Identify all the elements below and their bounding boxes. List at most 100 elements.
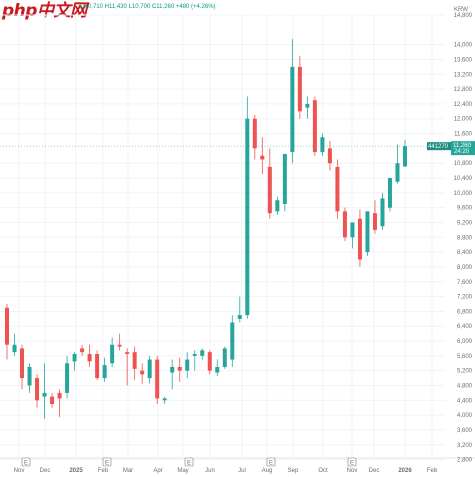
candle-up[interactable]: [170, 359, 175, 390]
candle-down[interactable]: [207, 350, 212, 375]
y-tick-label: 14,800: [454, 13, 473, 19]
x-tick-label: Dec: [40, 468, 51, 474]
y-tick-label: 12,000: [454, 117, 473, 123]
candle-down[interactable]: [267, 148, 272, 219]
x-tick-label: Mar: [123, 468, 133, 474]
ohlc-legend: O10,710 H11,430 L10,700 C11,260 +480 (+4…: [80, 4, 216, 10]
y-tick-label: 6,800: [457, 309, 473, 315]
candle-up[interactable]: [290, 39, 295, 164]
candle-down[interactable]: [80, 344, 85, 356]
candle-down[interactable]: [57, 389, 62, 417]
candle-up[interactable]: [365, 211, 370, 256]
candle-body: [342, 211, 347, 238]
candle-up[interactable]: [72, 352, 77, 371]
candle-down[interactable]: [5, 303, 9, 360]
y-tick-label: 10,800: [454, 161, 473, 167]
event-marker[interactable]: [266, 457, 276, 467]
candle-down[interactable]: [117, 333, 122, 351]
candle-up[interactable]: [12, 333, 17, 356]
candle-up[interactable]: [200, 348, 205, 360]
currency-label: KRW: [454, 7, 468, 13]
candle-down[interactable]: [20, 344, 25, 390]
candle-body: [357, 218, 362, 260]
candle-body: [170, 366, 175, 373]
candle-up[interactable]: [222, 346, 227, 369]
candle-body: [260, 155, 265, 160]
candle-up[interactable]: [387, 178, 392, 212]
candle-down[interactable]: [357, 209, 362, 267]
candle-down[interactable]: [87, 344, 92, 367]
y-tick-label: 13,600: [454, 57, 473, 63]
candle-up[interactable]: [230, 315, 235, 367]
candle-up[interactable]: [275, 196, 280, 216]
candle-down[interactable]: [140, 363, 145, 384]
candle-body: [102, 365, 107, 379]
x-tick-label: Jul: [238, 468, 246, 474]
candle-up[interactable]: [215, 359, 220, 377]
y-tick-label: 6,000: [457, 339, 473, 345]
candle-up[interactable]: [350, 222, 355, 249]
event-marker[interactable]: [184, 457, 194, 467]
candle-down[interactable]: [252, 115, 257, 160]
candle-down[interactable]: [50, 392, 55, 408]
candle-down[interactable]: [155, 355, 160, 405]
candle-body: [5, 307, 9, 345]
candle-body: [155, 359, 160, 399]
event-marker-label: E: [24, 461, 28, 467]
candlestick-series: [5, 39, 407, 419]
candle-body: [320, 137, 325, 153]
candle-body: [290, 66, 295, 153]
candle-up[interactable]: [395, 144, 400, 184]
candle-up[interactable]: [65, 355, 70, 399]
candle-down[interactable]: [95, 350, 100, 380]
candle-down[interactable]: [260, 137, 265, 175]
candle-up[interactable]: [42, 363, 47, 419]
y-axis: 14,800 14,000 13,600 13,200 12,800 12,400 12,0…: [454, 13, 473, 464]
candle-up[interactable]: [282, 153, 287, 212]
candle-up[interactable]: [245, 96, 250, 319]
candle-body: [297, 66, 302, 112]
y-tick-label: 4,000: [457, 413, 473, 419]
symbol-badge: [427, 142, 451, 151]
candle-down[interactable]: [132, 346, 137, 380]
candle-body: [252, 118, 257, 149]
candle-up[interactable]: [192, 350, 197, 371]
x-tick-label: Nov: [347, 468, 358, 474]
candle-down[interactable]: [125, 348, 130, 386]
candle-body: [87, 354, 92, 362]
candle-down[interactable]: [342, 207, 347, 241]
candle-body: [50, 396, 55, 405]
candle-up[interactable]: [320, 133, 325, 156]
candle-down[interactable]: [327, 140, 332, 171]
y-tick-label: 8,000: [457, 265, 473, 271]
candle-down[interactable]: [177, 357, 182, 382]
candle-up[interactable]: [185, 352, 190, 379]
candle-body: [125, 352, 130, 354]
y-tick-label: 8,400: [457, 250, 473, 256]
y-tick-label: 14,000: [454, 43, 473, 49]
candle-down[interactable]: [297, 55, 302, 119]
event-marker[interactable]: [102, 457, 112, 467]
candle-up[interactable]: [147, 355, 152, 384]
candle-up[interactable]: [305, 96, 310, 119]
y-tick-label: 9,200: [457, 220, 473, 226]
candle-down[interactable]: [335, 159, 340, 219]
candle-down[interactable]: [312, 96, 317, 156]
candle-down[interactable]: [35, 374, 40, 408]
candle-up[interactable]: [380, 192, 385, 230]
watermark-logo: php中文网: [2, 1, 87, 21]
candle-up[interactable]: [102, 357, 107, 382]
candle-up[interactable]: [162, 396, 167, 405]
candle-up[interactable]: [27, 363, 32, 393]
x-tick-label: Feb: [427, 468, 438, 474]
candle-down[interactable]: [372, 200, 377, 234]
candle-up[interactable]: [403, 139, 407, 167]
event-marker[interactable]: [347, 457, 357, 467]
candle-up[interactable]: [237, 296, 242, 323]
candle-body: [95, 354, 100, 379]
chart-grid: [0, 14, 445, 461]
event-marker[interactable]: [21, 457, 31, 467]
candle-up[interactable]: [110, 337, 115, 367]
